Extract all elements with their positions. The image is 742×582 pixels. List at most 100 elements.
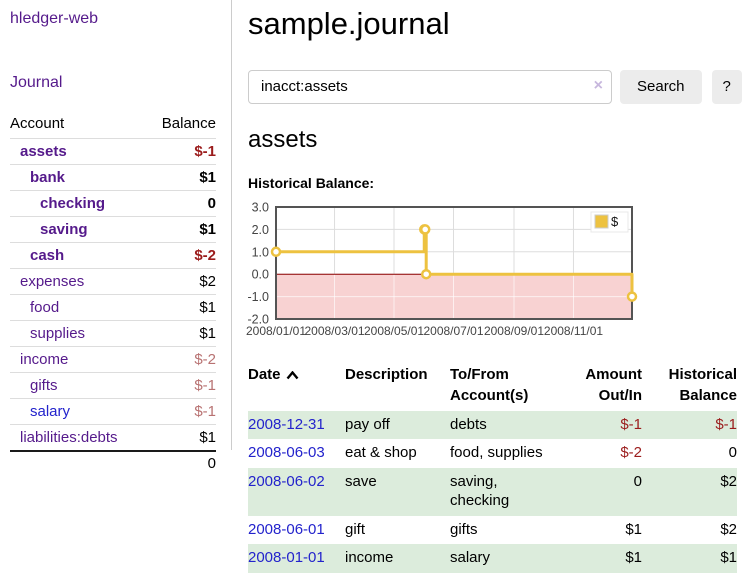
account-heading: assets xyxy=(248,125,318,153)
accounts-total-balance: 0 xyxy=(146,450,216,475)
search-input[interactable] xyxy=(248,69,612,104)
register-balance: 0 xyxy=(728,444,737,462)
register-balance: $2 xyxy=(720,520,737,538)
sidebar-account-link[interactable]: salary xyxy=(30,403,71,420)
register-amount: $1 xyxy=(625,549,642,567)
account-balance: $2 xyxy=(146,268,216,295)
account-row: income $-2 xyxy=(10,346,216,373)
register-table-body: 2008-12-31 pay off debts $-1 $-1 2008-06… xyxy=(248,410,737,573)
account-balance: $1 xyxy=(146,216,216,243)
sidebar-item-journal[interactable]: Journal xyxy=(10,74,63,91)
account-row: assets $-1 xyxy=(10,138,216,165)
register-amount: $-1 xyxy=(620,415,642,433)
account-balance: $-2 xyxy=(146,346,216,373)
register-balance: $1 xyxy=(720,549,737,567)
account-row: saving $1 xyxy=(10,216,216,243)
account-balance: $1 xyxy=(146,320,216,347)
sidebar-account-link[interactable]: bank xyxy=(30,169,66,186)
register-description: eat & shop xyxy=(345,444,417,462)
register-row: 2008-06-02 save saving, checking 0 $2 xyxy=(248,467,737,516)
account-balance: $1 xyxy=(146,294,216,321)
svg-text:2008/03/01: 2008/03/01 xyxy=(304,324,364,338)
register-header-accounts: To/From Account(s) xyxy=(450,366,529,404)
sidebar-account-link[interactable]: gifts xyxy=(30,377,58,394)
register-description: pay off xyxy=(345,415,390,433)
accounts-table-body: assets $-1 bank $1 checking 0 saving $1 … xyxy=(10,138,216,451)
account-row: food $1 xyxy=(10,294,216,321)
register-row: 2008-06-01 gift gifts $1 $2 xyxy=(248,516,737,545)
svg-text:2008/07/01: 2008/07/01 xyxy=(423,324,483,338)
account-row: cash $-2 xyxy=(10,242,216,269)
register-date-link[interactable]: 2008-12-31 xyxy=(248,415,325,433)
register-balance: $-1 xyxy=(715,415,737,433)
svg-text:0.0: 0.0 xyxy=(252,268,269,282)
sort-ascending-icon xyxy=(286,371,298,380)
account-balance: $-1 xyxy=(146,398,216,425)
sidebar-account-link[interactable]: liabilities:debts xyxy=(20,429,118,446)
account-balance: $-1 xyxy=(146,372,216,399)
register-amount: 0 xyxy=(633,472,642,490)
register-amount: $-2 xyxy=(620,444,642,462)
register-table: Date Description To/From Account(s) Amou… xyxy=(248,365,737,573)
account-row: checking 0 xyxy=(10,190,216,217)
svg-text:2.0: 2.0 xyxy=(252,223,269,237)
chart-title: Historical Balance: xyxy=(248,175,375,192)
accounts-total-row: 0 xyxy=(10,450,216,475)
accounts-table: Account Balance assets $-1 bank $1 check… xyxy=(10,112,216,475)
search-button[interactable]: Search xyxy=(620,69,702,104)
account-row: salary $-1 xyxy=(10,398,216,425)
register-header-description: Description xyxy=(345,366,428,384)
main-content: sample.journal × Search ? assets Histori… xyxy=(246,0,742,573)
historical-balance-chart: $3.0 2.0 1.0 0.0 -1.0 -2.0 2008/01/01 2008/03/0… xyxy=(242,201,742,349)
svg-text:-1.0: -1.0 xyxy=(247,291,269,305)
register-date-link[interactable]: 2008-01-01 xyxy=(248,549,325,567)
register-row: 2008-06-03 eat & shop food, supplies $-2… xyxy=(248,439,737,468)
register-header-balance: Historical Balance xyxy=(668,366,737,404)
account-balance: $1 xyxy=(146,164,216,191)
register-date-link[interactable]: 2008-06-03 xyxy=(248,444,325,462)
register-description: save xyxy=(345,472,377,490)
sidebar-account-link[interactable]: checking xyxy=(40,195,106,212)
svg-text:2008/11/01: 2008/11/01 xyxy=(544,324,603,338)
svg-text:1.0: 1.0 xyxy=(252,246,269,260)
svg-text:$: $ xyxy=(611,214,619,229)
search-bar: × Search ? xyxy=(248,69,742,104)
sidebar-account-link[interactable]: assets xyxy=(20,143,67,160)
register-header-date[interactable]: Date xyxy=(248,365,345,411)
svg-text:3.0: 3.0 xyxy=(252,201,269,215)
account-row: liabilities:debts $1 xyxy=(10,424,216,451)
sidebar-account-link[interactable]: expenses xyxy=(20,273,85,290)
register-accounts: debts xyxy=(450,415,487,433)
account-row: bank $1 xyxy=(10,164,216,191)
chart-canvas[interactable]: $3.0 2.0 1.0 0.0 -1.0 -2.02008/01/012008/03/0… xyxy=(242,201,642,349)
clear-search-icon[interactable]: × xyxy=(593,76,603,94)
register-date-link[interactable]: 2008-06-02 xyxy=(248,472,325,490)
register-description: gift xyxy=(345,520,366,538)
sidebar-account-link[interactable]: saving xyxy=(40,221,88,238)
accounts-header-account: Account xyxy=(10,115,65,132)
svg-text:2008/05/01: 2008/05/01 xyxy=(364,324,424,338)
sidebar-account-link[interactable]: supplies xyxy=(30,325,86,342)
register-balance: $2 xyxy=(720,472,737,490)
sidebar-account-link[interactable]: food xyxy=(30,299,60,316)
svg-text:-2.0: -2.0 xyxy=(247,313,269,327)
register-amount: $1 xyxy=(625,520,642,538)
register-date-link[interactable]: 2008-06-01 xyxy=(248,520,325,538)
account-balance: 0 xyxy=(146,190,216,217)
register-accounts: salary xyxy=(450,549,491,567)
account-balance: $1 xyxy=(146,424,216,451)
register-description: income xyxy=(345,549,394,567)
app-title-link[interactable]: hledger-web xyxy=(10,10,99,27)
account-row: gifts $-1 xyxy=(10,372,216,399)
account-balance: $-1 xyxy=(146,138,216,165)
help-button[interactable]: ? xyxy=(711,69,742,104)
register-accounts: gifts xyxy=(450,520,478,538)
page-title: sample.journal xyxy=(248,6,450,41)
svg-text:2008/01/01: 2008/01/01 xyxy=(246,324,306,338)
register-accounts: food, supplies xyxy=(450,444,543,462)
sidebar-account-link[interactable]: income xyxy=(20,351,69,368)
register-row: 2008-01-01 income salary $1 $1 xyxy=(248,544,737,573)
account-row: supplies $1 xyxy=(10,320,216,347)
sidebar-account-link[interactable]: cash xyxy=(30,247,65,264)
register-row: 2008-12-31 pay off debts $-1 $-1 xyxy=(248,410,737,440)
